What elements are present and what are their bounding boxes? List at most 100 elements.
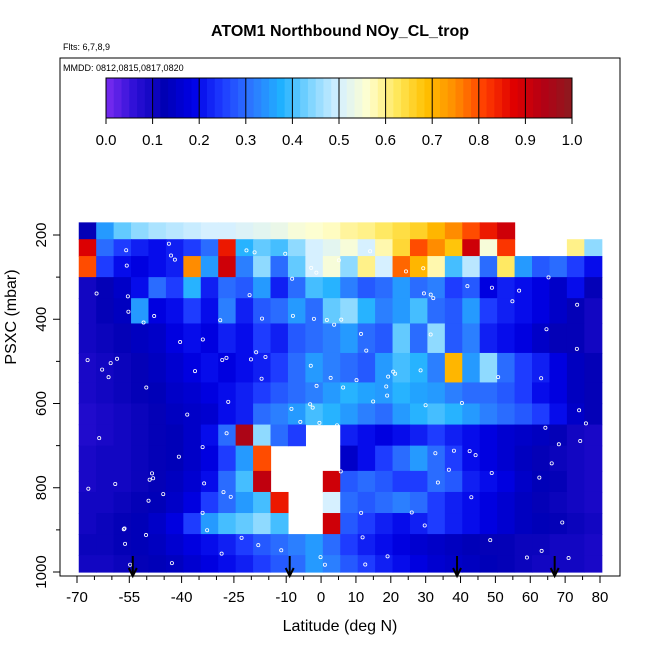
x-tick-label: 0 xyxy=(317,589,325,606)
heatmap-cell xyxy=(357,323,376,354)
heatmap-cell xyxy=(148,470,167,493)
heatmap-cell xyxy=(218,424,237,447)
heatmap-cell xyxy=(462,513,481,535)
sample-point xyxy=(517,288,522,293)
heatmap-cell xyxy=(235,424,254,447)
heatmap-cell xyxy=(96,445,115,472)
colorbar-tick-label: 0.4 xyxy=(282,132,303,149)
sample-point xyxy=(359,510,364,515)
heatmap-cell xyxy=(427,513,446,535)
heatmap-cell xyxy=(392,470,411,493)
heatmap-cell xyxy=(514,277,533,299)
heatmap-cell xyxy=(270,513,289,535)
heatmap-cell xyxy=(340,555,359,573)
sample-point xyxy=(433,451,438,456)
heatmap-cell xyxy=(514,382,533,405)
heatmap-cell xyxy=(479,513,498,535)
heatmap-cell xyxy=(96,323,115,354)
heatmap-cell xyxy=(218,323,237,354)
heatmap-cell xyxy=(549,534,568,556)
sample-point xyxy=(428,332,433,337)
heatmap-cell xyxy=(584,256,603,278)
heatmap-cell xyxy=(270,491,289,514)
heatmap-cell xyxy=(165,491,184,514)
heatmap-cell xyxy=(78,445,97,472)
heatmap-cell xyxy=(322,513,341,535)
heatmap-cell xyxy=(287,403,306,426)
heatmap-cell xyxy=(183,403,202,426)
heatmap-cell xyxy=(78,491,97,514)
colorbar-segment xyxy=(168,78,177,118)
heatmap-cell xyxy=(375,513,394,535)
heatmap-cell xyxy=(131,403,150,426)
heatmap-cell xyxy=(392,382,411,405)
heatmap-cell xyxy=(532,277,551,299)
heatmap-cell xyxy=(148,352,167,384)
heatmap-cell xyxy=(549,491,568,514)
heatmap-cell xyxy=(392,403,411,426)
heatmap-cell xyxy=(322,382,341,405)
heatmap-cell xyxy=(113,491,132,514)
heatmap-cell xyxy=(78,298,97,325)
sample-point xyxy=(254,350,259,355)
heatmap-cell xyxy=(148,277,167,299)
sample-point xyxy=(144,385,149,390)
heatmap-cell xyxy=(444,513,463,535)
heatmap-cell xyxy=(270,352,289,384)
sample-points xyxy=(85,241,588,567)
sample-point xyxy=(364,348,369,353)
heatmap-cell xyxy=(165,298,184,325)
heatmap-cell xyxy=(183,513,202,535)
heatmap-cell xyxy=(566,424,585,447)
heatmap-cell xyxy=(305,222,324,240)
x-axis-label: Latitude (deg N) xyxy=(283,618,398,635)
heatmap-cell xyxy=(532,513,551,535)
heatmap-cell xyxy=(183,222,202,240)
sample-point xyxy=(322,562,327,567)
sample-point xyxy=(290,313,295,318)
heatmap-cell xyxy=(340,445,359,472)
colorbar-segment xyxy=(106,78,115,118)
heatmap-cell xyxy=(183,491,202,514)
heatmap-cell xyxy=(427,256,446,278)
heatmap-cell xyxy=(566,534,585,556)
sample-point xyxy=(421,291,426,296)
heatmap-cell xyxy=(479,277,498,299)
heatmap-cell xyxy=(200,298,219,325)
colorbar-segment xyxy=(548,78,557,118)
heatmap-cell xyxy=(96,470,115,493)
sample-point xyxy=(100,367,105,372)
heatmap-cell xyxy=(200,352,219,384)
heatmap-cell xyxy=(392,445,411,472)
colorbar-segment xyxy=(183,78,192,118)
colorbar-segment xyxy=(556,78,565,118)
sample-point xyxy=(544,327,549,332)
sample-point xyxy=(279,548,284,553)
heatmap-cell xyxy=(253,382,272,405)
heatmap-cell xyxy=(200,239,219,257)
heatmap-cell xyxy=(270,277,289,299)
heatmap-cell xyxy=(200,445,219,472)
heatmap-cell xyxy=(427,222,446,240)
sample-point xyxy=(121,527,126,532)
heatmap-cell xyxy=(566,382,585,405)
heatmap-cell xyxy=(113,470,132,493)
heatmap-cell xyxy=(357,491,376,514)
heatmap-cell xyxy=(497,323,516,354)
sample-point xyxy=(176,454,181,459)
colorbar-segment xyxy=(152,78,161,118)
heatmap-cell xyxy=(479,555,498,573)
heatmap-cell xyxy=(305,298,324,325)
heatmap-cell xyxy=(253,239,272,257)
heatmap-cell xyxy=(444,403,463,426)
colorbar-segment xyxy=(377,78,387,118)
heatmap-cell xyxy=(409,403,429,426)
heatmap-cell xyxy=(444,555,463,573)
heatmap-cell xyxy=(462,491,481,514)
heatmap-cell xyxy=(514,352,533,384)
heatmap-cell xyxy=(305,256,324,278)
sample-point xyxy=(543,425,548,430)
heatmap-cell xyxy=(514,298,533,325)
heatmap-cell xyxy=(444,491,463,514)
sample-point xyxy=(451,448,456,453)
